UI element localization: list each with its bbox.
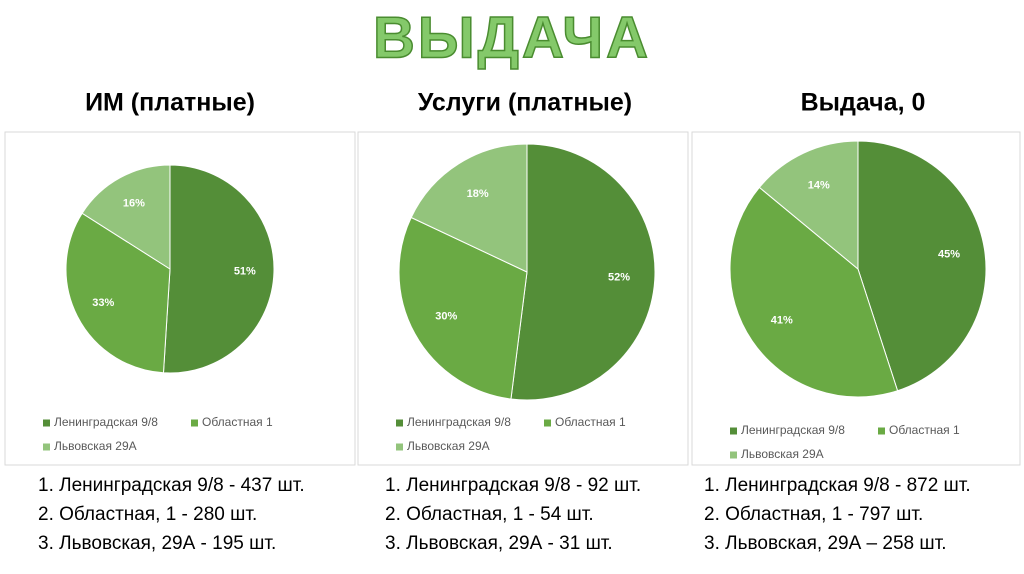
pie-slice	[510, 143, 656, 401]
legend-marker	[396, 419, 403, 427]
data-label: 52%	[608, 272, 630, 284]
legend-marker	[396, 443, 403, 451]
legend-marker	[730, 427, 737, 435]
data-label: 14%	[808, 180, 830, 192]
legend-label: Ленинградская 9/8	[407, 415, 511, 429]
legend-marker	[43, 419, 50, 427]
data-label: 30%	[435, 310, 457, 322]
data-label: 51%	[234, 265, 256, 277]
legend-label: Областная 1	[555, 415, 626, 429]
slide-title: ВЫДАЧА	[373, 5, 651, 70]
legend-label: Областная 1	[202, 415, 273, 429]
data-label: 33%	[92, 297, 114, 309]
legend-marker	[730, 451, 737, 459]
data-label: 41%	[771, 315, 793, 327]
legend-marker	[43, 443, 50, 451]
pie-slice	[398, 216, 528, 400]
legend-label: Львовская 29А	[741, 447, 824, 461]
note-line: 3. Львовская, 29А - 195 шт.	[38, 533, 276, 554]
note-line: 2. Областная, 1 - 797 шт.	[704, 504, 923, 525]
legend-label: Ленинградская 9/8	[54, 415, 158, 429]
pie-slice	[162, 164, 275, 374]
note-line: 3. Львовская, 29А - 31 шт.	[385, 533, 613, 554]
legend-marker	[191, 419, 198, 427]
data-label: 18%	[467, 188, 489, 200]
legend-label: Львовская 29А	[407, 439, 490, 453]
note-line: 2. Областная, 1 - 54 шт.	[385, 504, 594, 525]
pie-slice	[65, 212, 171, 374]
legend-label: Областная 1	[889, 423, 960, 437]
pie-slice	[758, 140, 859, 271]
chart-title: ИМ (платные)	[85, 89, 255, 117]
pie-slice	[857, 140, 987, 392]
note-line: 1. Ленинградская 9/8 - 92 шт.	[385, 475, 641, 496]
note-line: 1. Ленинградская 9/8 - 872 шт.	[704, 475, 971, 496]
chart-title: Выдача, 0	[801, 89, 926, 117]
legend-label: Львовская 29А	[54, 439, 137, 453]
note-line: 2. Областная, 1 - 280 шт.	[38, 504, 257, 525]
note-line: 3. Львовская, 29А – 258 шт.	[704, 533, 947, 554]
legend-label: Ленинградская 9/8	[741, 423, 845, 437]
pie-slice	[410, 143, 528, 273]
note-line: 1. Ленинградская 9/8 - 437 шт.	[38, 475, 305, 496]
data-label: 16%	[123, 197, 145, 209]
data-label: 45%	[938, 248, 960, 260]
pie-slice	[81, 164, 171, 270]
legend-marker	[544, 419, 551, 427]
pie-slice	[729, 186, 899, 398]
legend-marker	[878, 427, 885, 435]
chart-title: Услуги (платные)	[418, 89, 632, 117]
